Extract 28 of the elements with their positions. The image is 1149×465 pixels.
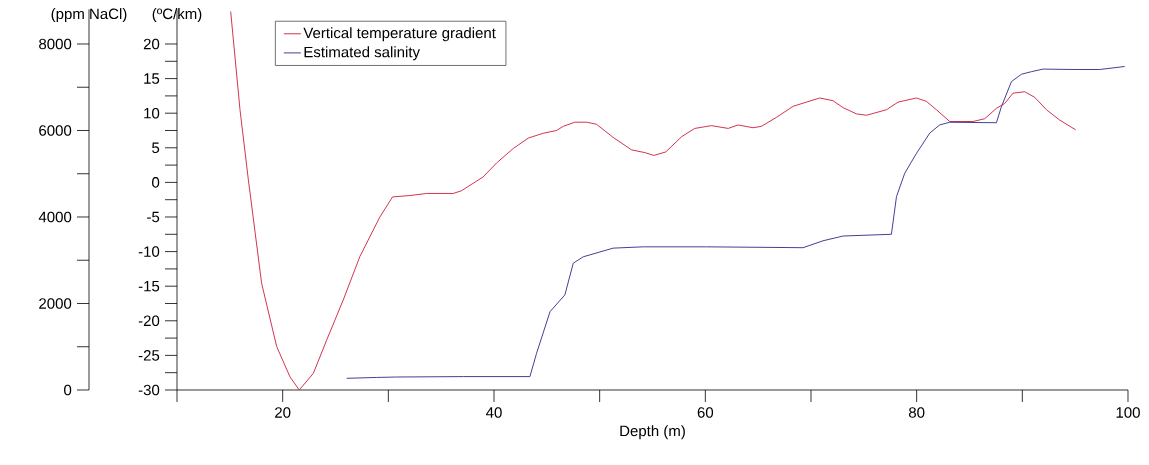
y-tick-label: -20 [138,315,160,327]
x-tick-label: 80 [908,407,925,418]
y-tick-label: 10 [144,107,160,119]
y2-axis-title: (ppm NaCl) [51,8,127,23]
x-tick-label: 60 [697,407,714,418]
line-series [230,11,1077,390]
y2-tick-label: 4000 [38,211,72,223]
y-tick-label: -5 [147,211,160,223]
x-axis-title: Depth (m) [620,425,685,440]
y2-tick-label: 0 [64,384,72,396]
y2-tick-label: 2000 [39,298,72,309]
y2-tick-label: 6000 [39,125,72,136]
y-tick-label: -10 [138,246,160,257]
y-tick-label: 15 [144,73,160,84]
x-tick-label: 20 [275,407,291,418]
y-tick-label: 0 [152,177,160,188]
y-axis-title: (ºC/km) [152,8,202,23]
y-tick-label: 20 [143,38,160,50]
x-tick-label: 40 [486,407,502,418]
y-tick-label: -15 [138,280,160,292]
line-series [346,66,1126,379]
y2-tick-label: 8000 [39,38,72,50]
y-tick-label: -25 [138,350,160,361]
legend-label: Vertical temperature gradient [303,27,496,42]
legend-label: Estimated salinity [304,46,420,61]
x-tick-label: 100 [1116,407,1140,418]
y-tick-label: 5 [152,142,160,154]
y-tick-label: -30 [138,384,160,396]
